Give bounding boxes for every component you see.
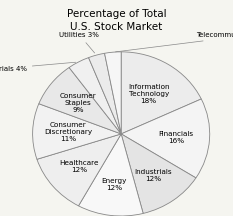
Wedge shape — [105, 52, 121, 134]
Wedge shape — [121, 52, 201, 134]
Wedge shape — [39, 68, 121, 134]
Wedge shape — [33, 104, 121, 159]
Text: Consumer
Staples
9%: Consumer Staples 9% — [59, 93, 96, 113]
Text: Utilities 3%: Utilities 3% — [59, 32, 99, 53]
Text: Energy
12%: Energy 12% — [102, 178, 127, 191]
Text: Financials
16%: Financials 16% — [158, 131, 194, 144]
Text: Information
Technology
18%: Information Technology 18% — [128, 84, 169, 104]
Text: Industrials
12%: Industrials 12% — [135, 169, 172, 182]
Wedge shape — [121, 134, 196, 213]
Text: Consumer
Discretionary
11%: Consumer Discretionary 11% — [44, 122, 92, 142]
Wedge shape — [79, 134, 143, 216]
Wedge shape — [89, 53, 121, 134]
Text: Percentage of Total
U.S. Stock Market: Percentage of Total U.S. Stock Market — [67, 9, 166, 32]
Wedge shape — [69, 58, 121, 134]
Wedge shape — [121, 99, 210, 178]
Wedge shape — [37, 134, 121, 206]
Text: Healthcare
12%: Healthcare 12% — [59, 160, 99, 173]
Text: Telecommunication Services 3%: Telecommunication Services 3% — [116, 32, 233, 52]
Text: Basic Materials 4%: Basic Materials 4% — [0, 62, 76, 72]
